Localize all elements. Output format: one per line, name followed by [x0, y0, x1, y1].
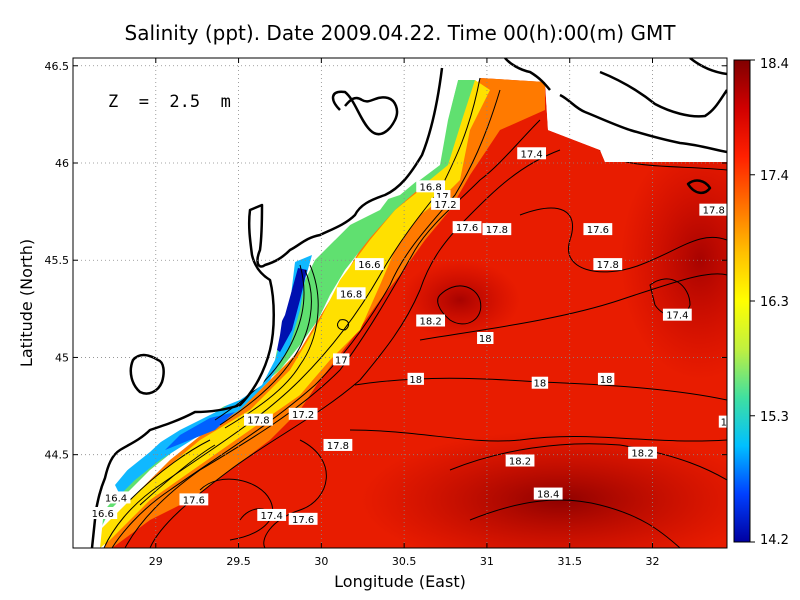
contour-label: 17.8 — [597, 260, 619, 271]
contour-label-bg — [416, 180, 446, 193]
contour-label: 18.2 — [509, 457, 531, 468]
colorbar-tick-label: 15.3 — [760, 410, 789, 425]
depth-annotation: Z = 2.5 m — [108, 92, 231, 112]
x-tick-label: 31 — [480, 555, 494, 568]
contour-label: 18.2 — [631, 449, 653, 460]
contour-label-bg — [354, 258, 384, 271]
contour-label-bg — [431, 197, 460, 210]
contour-label: 17 — [335, 355, 348, 366]
contour-label-bg — [517, 147, 547, 160]
contour-label-bg — [452, 221, 482, 234]
colorbar-tick-label: 18.4 — [760, 57, 789, 72]
contour-label: 17.2 — [292, 410, 314, 421]
contour-label: 18 — [409, 375, 422, 386]
field-low-salinity-south — [165, 412, 235, 450]
contour-label-bg — [533, 487, 563, 500]
contour-label: 18.2 — [419, 317, 441, 328]
contour-label-bg — [583, 223, 613, 236]
contour-label: 18.4 — [537, 490, 559, 501]
contour-label: 17.4 — [520, 149, 542, 160]
coastline — [90, 58, 727, 548]
contour-label: 17.6 — [587, 225, 609, 236]
contour-label: 16.6 — [358, 260, 380, 271]
contour-label: 17.8 — [327, 441, 349, 452]
contour-label: 17.2 — [434, 200, 456, 211]
contour-label: 16.8 — [340, 289, 362, 300]
contour-label-bg — [699, 203, 727, 216]
field-low-salinity-coast — [115, 255, 312, 495]
y-axis-label: Latitude (North) — [17, 239, 36, 367]
colorbar-tick-label: 16.3 — [760, 295, 789, 310]
contour-label-bg — [88, 507, 118, 519]
contour-label-bg — [323, 438, 353, 451]
colorbar: 14.2 15.3 16.3 17.4 18.4 — [733, 57, 789, 548]
contour-label-bg — [482, 223, 512, 236]
contour-label-bg — [288, 407, 318, 420]
contour-label: 18 — [721, 418, 734, 429]
contour-label-bg — [718, 415, 727, 428]
contour-label-bg — [288, 512, 318, 525]
y-tick-label: 45.5 — [45, 254, 70, 267]
x-tick-label: 29.5 — [226, 555, 251, 568]
contour-label-bg — [531, 376, 549, 389]
x-tick-label: 32 — [645, 555, 659, 568]
colorbar-ticks: 14.2 15.3 16.3 17.4 18.4 — [750, 57, 789, 548]
plot-frame — [72, 57, 728, 549]
x-axis-label: Longitude (East) — [334, 572, 466, 591]
contour-label: 17.8 — [486, 225, 508, 236]
contour-label: 18 — [479, 334, 492, 345]
x-axis: 29 29.5 30 30.5 31 31.5 32 — [149, 58, 659, 568]
contour-label: 17.8 — [247, 416, 269, 427]
y-tick-label: 46.5 — [45, 60, 70, 73]
x-tick-label: 31.5 — [557, 555, 582, 568]
colorbar-tick-label: 17.4 — [760, 169, 789, 184]
colorbar-gradient — [733, 59, 751, 543]
land-mask — [73, 58, 727, 548]
contour-label-bg — [244, 413, 273, 426]
chart-title: Salinity (ppt). Date 2009.04.22. Time 00… — [125, 21, 677, 45]
contour-label: 16.6 — [92, 509, 114, 520]
contour-label-bg — [505, 454, 535, 467]
contour-label-bg — [407, 372, 424, 385]
contour-label: 17.4 — [261, 511, 283, 522]
contour-label-bg — [257, 508, 287, 521]
contour-label-bg — [101, 491, 131, 504]
contour-label: 17.6 — [183, 495, 205, 506]
contour-label: 16.8 — [419, 182, 441, 193]
contour-label-bg — [336, 287, 366, 300]
contour-label: 17.8 — [703, 206, 725, 217]
colorbar-tick-label: 14.2 — [760, 533, 789, 548]
contour-label-bg — [662, 308, 692, 321]
contour-label: 18 — [534, 379, 547, 390]
contour-label: 17 — [436, 192, 449, 203]
contour-label-bg — [593, 258, 623, 271]
y-tick-label: 45 — [55, 351, 69, 364]
contour-label-bg — [628, 446, 657, 459]
contour-label: 17.6 — [292, 515, 314, 526]
contour-label: 18 — [600, 375, 613, 386]
contour-label-bg — [416, 314, 446, 327]
contour-label-bg — [333, 353, 350, 366]
contour-label-bg — [477, 332, 494, 344]
x-tick-label: 29 — [149, 555, 163, 568]
contour-label: 17.6 — [456, 223, 478, 234]
contour-label-bg — [597, 372, 615, 385]
y-tick-label: 44.5 — [45, 449, 70, 462]
contour-label: 16.4 — [105, 493, 127, 504]
contour-label: 17.4 — [666, 311, 688, 322]
field-high-salinity-center — [400, 260, 520, 340]
field-high-salinity-ne — [620, 140, 727, 380]
x-tick-label: 30 — [314, 555, 328, 568]
y-axis: 44.5 45 45.5 46 46.5 — [45, 60, 727, 462]
x-tick-label: 30.5 — [392, 555, 417, 568]
contour-label-bg — [179, 493, 209, 506]
y-tick-label: 46 — [55, 157, 69, 170]
